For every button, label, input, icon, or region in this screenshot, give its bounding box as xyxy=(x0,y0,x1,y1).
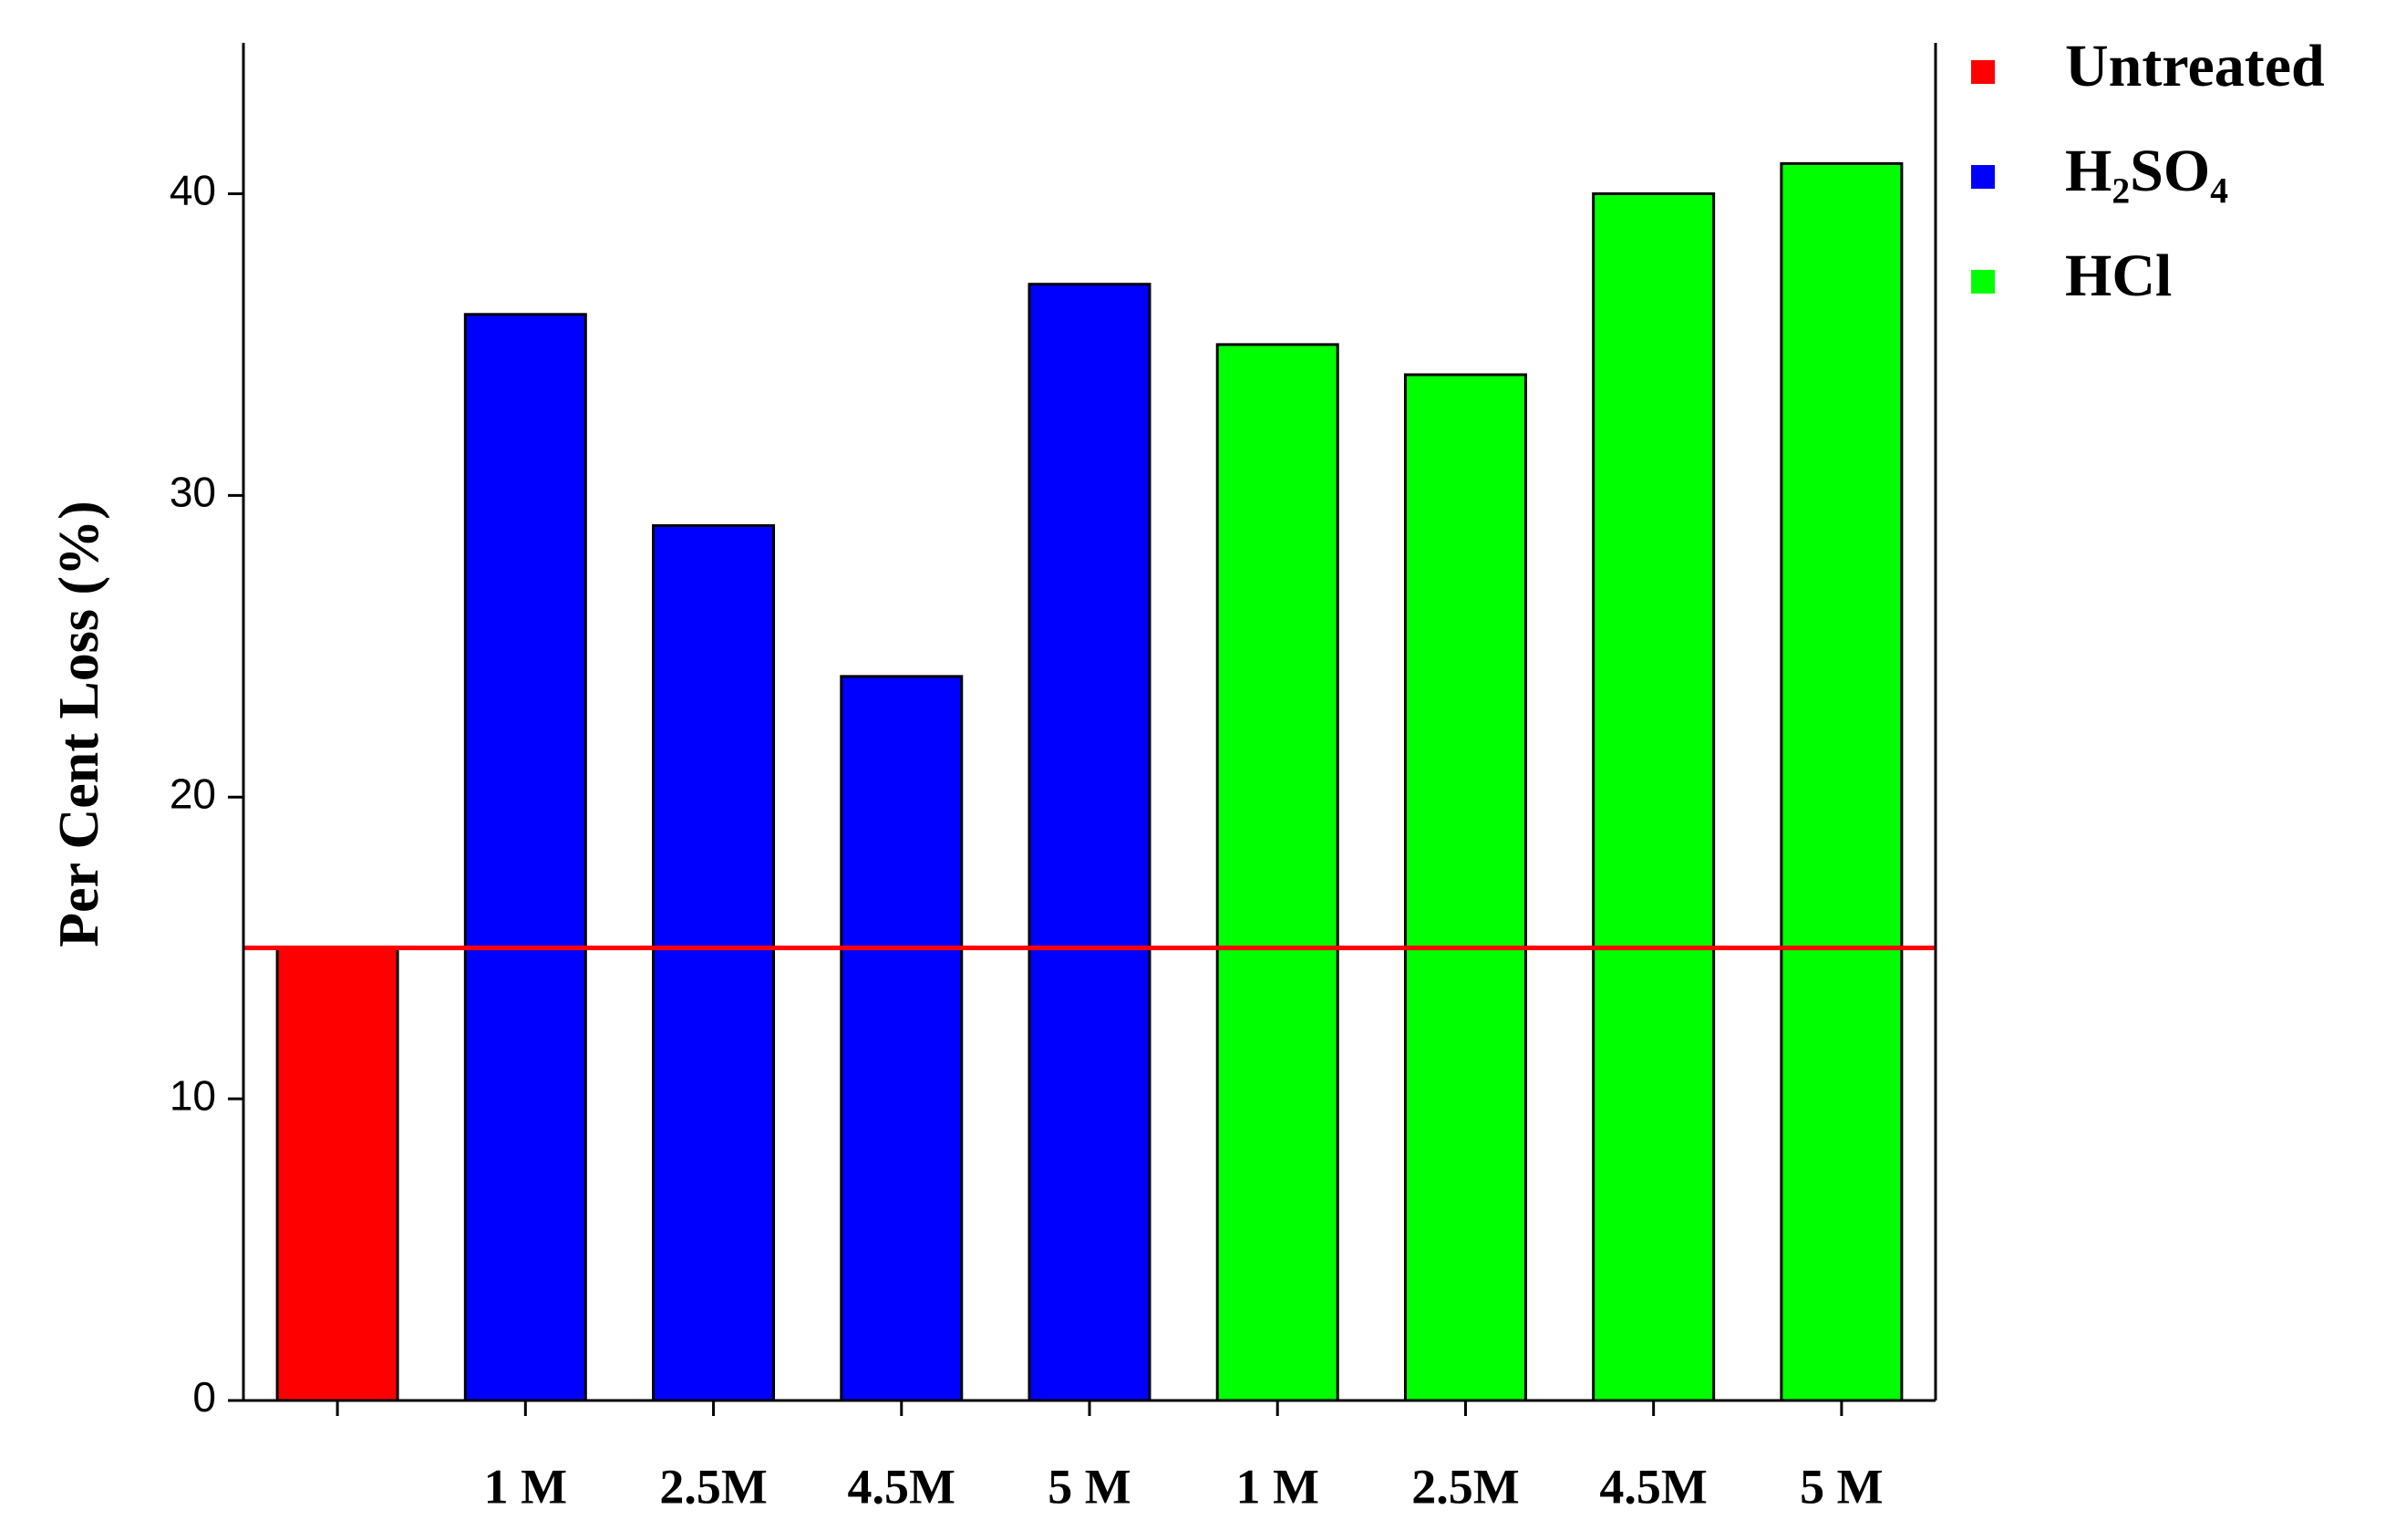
legend-swatch xyxy=(1971,60,1995,84)
y-tick-label: 30 xyxy=(170,468,216,515)
legend-label: H₂SO₄ xyxy=(2065,138,2228,204)
x-tick-label: 4.5M xyxy=(848,1459,955,1514)
bar xyxy=(275,946,399,1402)
legend-swatch xyxy=(1971,165,1995,189)
x-tick-label: 2.5M xyxy=(1411,1459,1519,1514)
legend-label: Untreated xyxy=(2065,33,2325,99)
bar xyxy=(840,675,964,1402)
bar xyxy=(652,523,776,1402)
y-tick-label: 40 xyxy=(170,167,216,214)
x-tick-label: 1 M xyxy=(1235,1459,1318,1514)
x-tick-label: 5 M xyxy=(1800,1459,1883,1514)
x-tick-label: 5 M xyxy=(1048,1459,1131,1514)
x-tick-label: 2.5M xyxy=(659,1459,767,1514)
x-tick-label: 4.5M xyxy=(1599,1459,1707,1514)
bar xyxy=(1027,283,1151,1402)
legend-label: HCl xyxy=(2065,243,2172,309)
y-tick-label: 10 xyxy=(170,1071,216,1119)
bar xyxy=(1592,191,1716,1402)
bar xyxy=(1403,373,1527,1402)
y-tick-label: 20 xyxy=(170,770,216,817)
bar xyxy=(1780,161,1904,1402)
y-tick-label: 0 xyxy=(192,1373,216,1421)
legend-swatch xyxy=(1971,270,1995,294)
bar xyxy=(463,313,587,1402)
y-axis-title: Per Cent Loss (%) xyxy=(48,501,110,947)
x-tick-label: 1 M xyxy=(484,1459,567,1514)
bar xyxy=(1215,343,1339,1402)
